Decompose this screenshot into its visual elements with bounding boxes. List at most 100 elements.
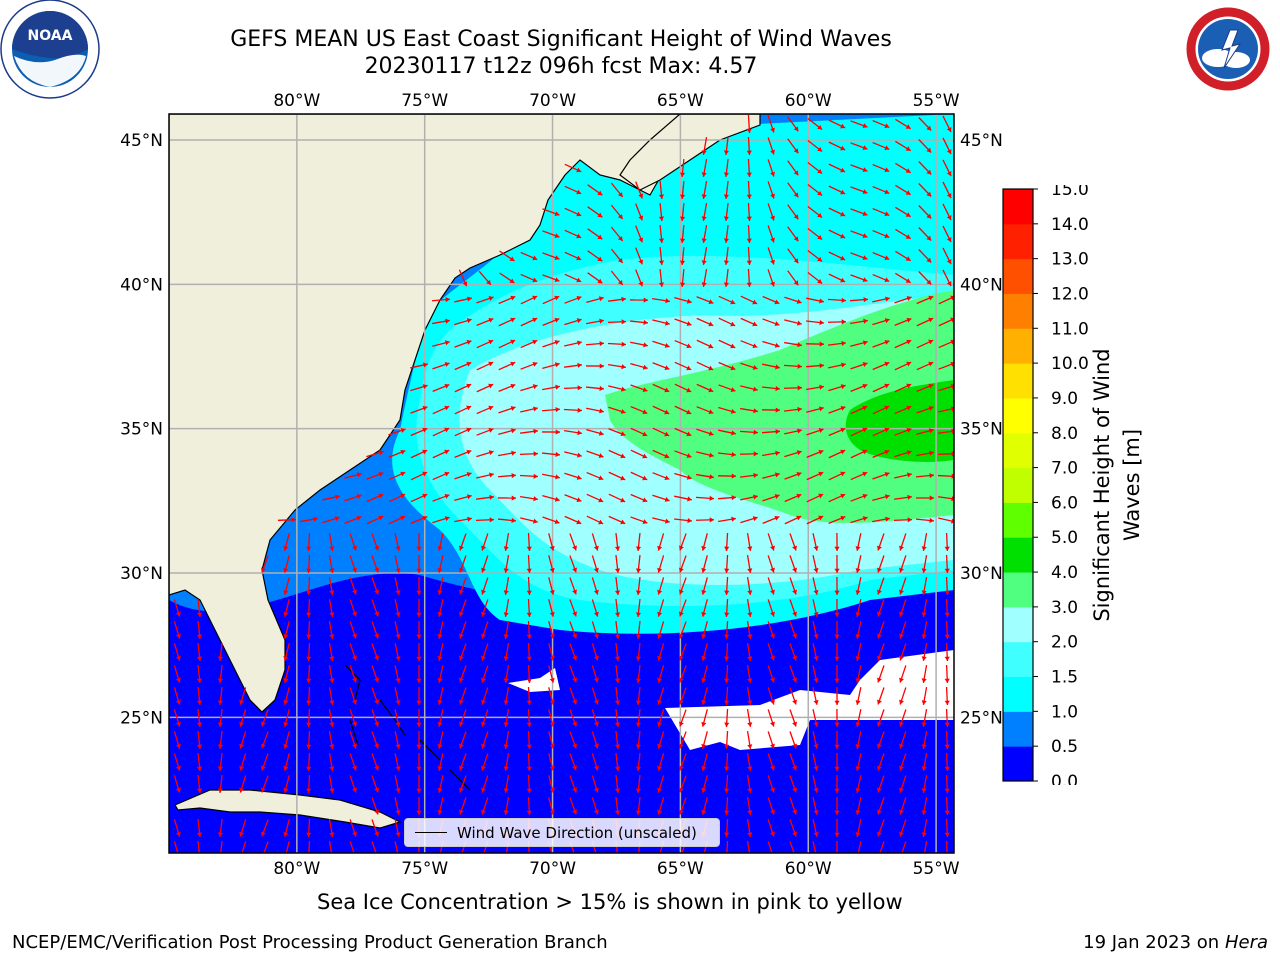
colorbar-tick-label: 5.0 [1051,528,1078,548]
wave-direction-arrow [217,686,224,706]
wave-direction-arrow [630,449,648,459]
wave-direction-arrow [410,427,428,437]
wave-direction-arrow [394,599,401,617]
wave-direction-arrow [746,246,752,266]
wave-direction-arrow [893,494,913,500]
wave-direction-arrow [587,206,603,218]
wave-direction-arrow [806,493,824,503]
wave-direction-arrow [718,361,736,371]
longitude-tick-label: 60°W [785,859,832,879]
wave-direction-arrow [944,598,950,618]
wave-direction-arrow [344,472,362,479]
wave-direction-arrow [498,406,516,414]
wave-direction-arrow [679,268,686,288]
colorbar-tick-label: 11.0 [1051,319,1089,339]
wave-direction-arrow [608,428,626,437]
wave-direction-arrow [630,362,648,370]
wave-direction-arrow [872,361,890,371]
wave-direction-arrow [371,819,379,837]
wave-direction-arrow [416,532,422,552]
wave-direction-arrow [542,516,560,525]
wave-direction-arrow [652,298,670,304]
colorbar-tick-label: 3.0 [1051,598,1078,618]
colorbar-bin [1003,502,1033,538]
wave-direction-arrow [850,362,868,370]
wave-direction-arrow [658,246,665,266]
wave-direction-arrow [371,665,379,683]
wave-direction-arrow [877,753,885,771]
wave-direction-arrow [520,496,538,502]
wave-direction-arrow [394,687,401,705]
wave-direction-arrow [173,599,181,617]
wave-direction-arrow [591,731,599,749]
wave-direction-arrow [828,141,846,151]
wave-direction-arrow [812,797,819,815]
wave-direction-arrow [789,797,798,815]
land-north-america [169,114,761,713]
wave-direction-arrow [548,643,555,661]
wave-direction-arrow [503,533,510,551]
wave-direction-arrow [678,775,687,793]
wave-direction-arrow [787,116,799,132]
wave-direction-arrow [701,247,708,265]
wave-direction-arrow [894,162,912,174]
wave-direction-arrow [701,137,708,155]
wave-direction-arrow [894,339,912,349]
wave-direction-arrow [916,361,934,371]
wave-direction-arrow [564,515,582,525]
wave-direction-arrow [591,555,599,573]
wave-direction-arrow [591,643,599,661]
wave-direction-arrow [283,819,290,837]
wave-direction-arrow [877,665,885,683]
wave-direction-arrow [850,230,868,239]
wave-direction-arrow [432,427,450,437]
wave-direction-arrow [410,384,428,392]
wave-direction-arrow [657,753,665,771]
wave-direction-arrow [918,183,932,197]
wave-direction-arrow [942,181,952,199]
wave-direction-arrow [586,515,604,525]
wave-direction-arrow [635,576,642,596]
wave-direction-arrow [437,709,444,727]
wave-direction-arrow [723,268,730,288]
wave-direction-arrow [481,665,489,683]
wave-direction-arrow [196,664,203,684]
wave-direction-arrow [608,364,626,370]
wave-direction-arrow [630,384,648,393]
wave-direction-arrow [569,533,578,551]
wave-direction-arrow [834,532,840,552]
wave-direction-arrow [548,599,555,617]
wave-direction-arrow [872,449,890,459]
wave-direction-arrow [629,297,649,303]
wave-direction-arrow [388,471,406,481]
wave-direction-arrow [564,318,582,326]
wave-direction-arrow [635,598,642,618]
wave-direction-arrow [394,797,401,815]
wave-direction-arrow [877,599,885,617]
wave-direction-arrow [503,555,510,573]
wave-direction-arrow [894,427,912,436]
wave-direction-arrow [548,709,555,727]
noaa-logo-icon: NOAA [0,0,100,100]
wave-direction-arrow [894,272,912,284]
wave-direction-arrow [834,686,840,706]
wave-direction-arrow [283,533,290,551]
wave-direction-arrow [879,841,885,853]
wave-direction-arrow [610,182,624,198]
wave-direction-arrow [850,252,868,261]
wave-direction-arrow [481,731,489,749]
wave-direction-arrow [718,339,736,349]
wave-direction-arrow [498,295,516,305]
wave-direction-arrow [635,686,642,706]
wave-direction-arrow [437,687,444,705]
wave-direction-arrow [872,119,890,129]
wave-direction-arrow [476,472,494,479]
wave-direction-arrow [652,383,670,393]
wave-direction-arrow [608,493,626,503]
wave-direction-arrow [921,665,928,683]
wave-direction-arrow [921,775,928,793]
wave-direction-arrow [614,752,621,772]
wave-direction-arrow [519,473,539,479]
wave-direction-arrow [196,620,203,640]
